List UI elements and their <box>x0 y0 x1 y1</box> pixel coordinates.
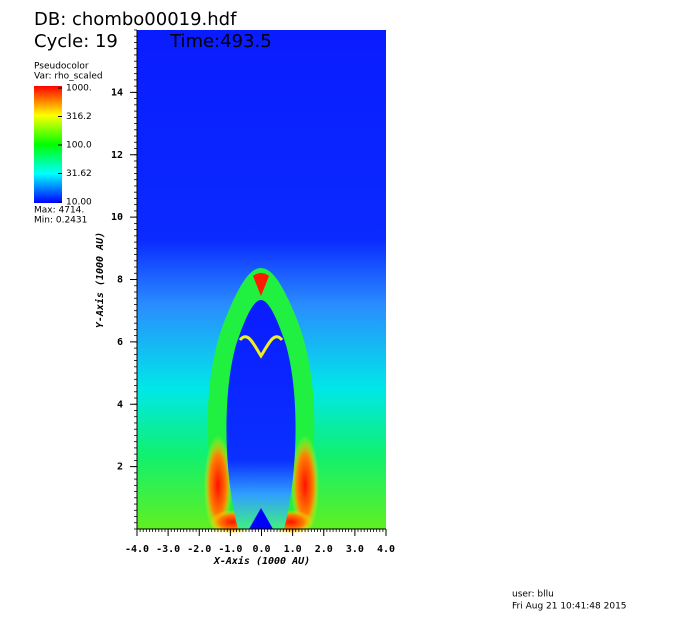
legend-title: Pseudocolor <box>34 62 89 72</box>
y-tick-label: 8 <box>117 275 123 286</box>
colorbar <box>34 86 62 203</box>
x-axis-label: X-Axis (1000 AU) <box>213 555 310 567</box>
x-tick-label: 1.0 <box>284 544 302 555</box>
legend-max: Max: 4714. <box>34 206 84 216</box>
field: Time:493.5 <box>137 30 386 535</box>
y-tick-label: 10 <box>111 212 123 223</box>
y-tick-label: 4 <box>117 399 123 410</box>
x-tick-label: -2.0 <box>187 544 211 555</box>
db-name: DB: chombo00019.hdf <box>34 9 237 30</box>
y-axis-label: Y-Axis (1000 AU) <box>94 232 106 328</box>
y-tick-label: 6 <box>117 337 123 348</box>
y-tick-label: 2 <box>117 462 123 473</box>
x-tick-label: -3.0 <box>156 544 180 555</box>
x-tick-label: -1.0 <box>218 544 242 555</box>
legend-label: 100.0 <box>66 141 92 151</box>
legend-var: Var: rho_scaled <box>34 72 103 82</box>
y-tick-label: 14 <box>111 87 123 98</box>
date: Fri Aug 21 10:41:48 2015 <box>512 602 627 612</box>
legend: Pseudocolor Var: rho_scaled Max: 4714. M… <box>34 62 103 226</box>
user: user: bllu <box>512 590 554 600</box>
legend-label: 31.62 <box>66 169 92 179</box>
legend-label: 10.00 <box>66 198 92 208</box>
x-tick-label: 4.0 <box>377 544 395 555</box>
time: Time:493.5 <box>169 31 272 52</box>
legend-min: Min: 0.2431 <box>34 216 87 226</box>
x-tick-label: 3.0 <box>346 544 364 555</box>
x-tick-label: 2.0 <box>315 544 333 555</box>
cycle: Cycle: 19 <box>34 31 118 52</box>
legend-label: 316.2 <box>66 112 92 122</box>
x-tick-label: 0.0 <box>252 544 270 555</box>
y-tick-label: 12 <box>111 150 123 161</box>
x-tick-label: -4.0 <box>125 544 149 555</box>
legend-label: 1000. <box>66 84 92 94</box>
